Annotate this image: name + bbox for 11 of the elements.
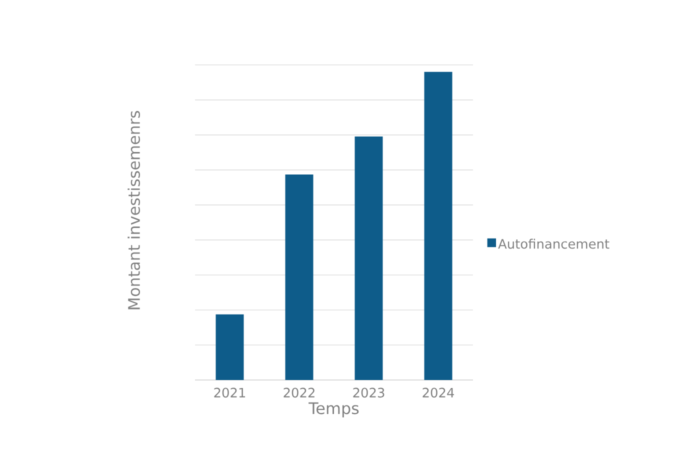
legend-label: Autofinancement: [498, 238, 610, 249]
y-axis-title: Montant investissemenrs: [128, 111, 140, 310]
bar: [285, 174, 314, 380]
x-tick-label: 2022: [284, 388, 314, 398]
x-tick-label: 2023: [353, 388, 384, 398]
bar: [424, 72, 452, 380]
x-tick-label: 2024: [422, 388, 454, 398]
bar: [354, 136, 383, 380]
x-tick-label: 2021: [214, 388, 246, 398]
bar: [216, 314, 244, 380]
x-axis-title: Temps: [308, 402, 359, 418]
